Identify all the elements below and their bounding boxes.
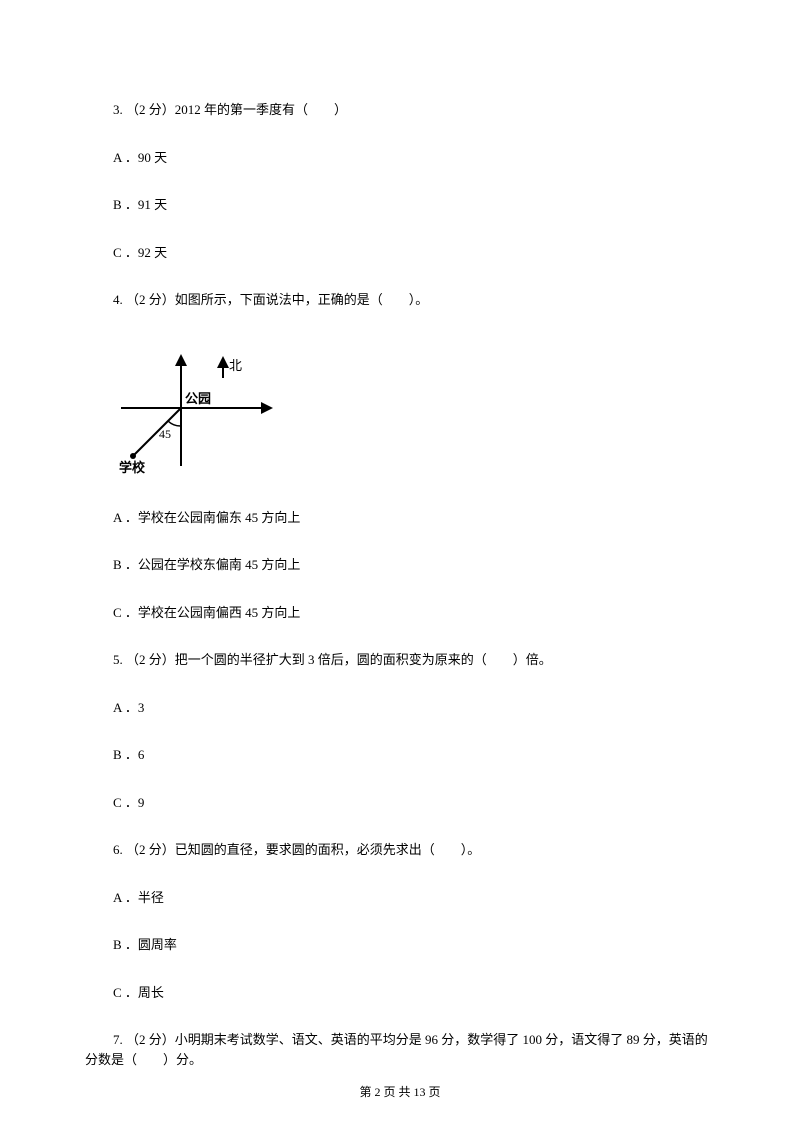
q5-option-a: A ．3 [85, 698, 715, 718]
direction-diagram: 北 公园 45 学校 [113, 348, 283, 478]
q3-option-b: B ．91 天 [85, 195, 715, 215]
q6-option-a: A ．半径 [85, 888, 715, 908]
q4-option-c: C ．学校在公园南偏西 45 方向上 [85, 603, 715, 623]
q3-option-c: C ．92 天 [85, 243, 715, 263]
q3-stem: 3. （2 分）2012 年的第一季度有（ ） [85, 100, 715, 120]
school-label: 学校 [119, 460, 146, 475]
q4-option-a: A ．学校在公园南偏东 45 方向上 [85, 508, 715, 528]
q6-stem: 6. （2 分）已知圆的直径，要求圆的面积，必须先求出（ ）。 [85, 840, 715, 860]
q4-stem: 4. （2 分）如图所示，下面说法中，正确的是（ ）。 [85, 290, 715, 310]
q5-stem: 5. （2 分）把一个圆的半径扩大到 3 倍后，圆的面积变为原来的（ ）倍。 [85, 650, 715, 670]
q6-option-b: B ．圆周率 [85, 935, 715, 955]
q6-option-c: C ．周长 [85, 983, 715, 1003]
q4-option-b: B ．公园在学校东偏南 45 方向上 [85, 555, 715, 575]
angle-label: 45 [159, 427, 171, 441]
q3-option-a: A ．90 天 [85, 148, 715, 168]
north-label: 北 [229, 358, 242, 373]
page-content: 3. （2 分）2012 年的第一季度有（ ） A ．90 天 B ．91 天 … [0, 0, 800, 1113]
q7-stem: 7. （2 分）小明期末考试数学、语文、英语的平均分是 96 分，数学得了 10… [85, 1030, 715, 1069]
q5-option-c: C ．9 [85, 793, 715, 813]
page-footer: 第 2 页 共 13 页 [0, 1083, 800, 1100]
q5-option-b: B ．6 [85, 745, 715, 765]
center-label: 公园 [185, 391, 211, 406]
